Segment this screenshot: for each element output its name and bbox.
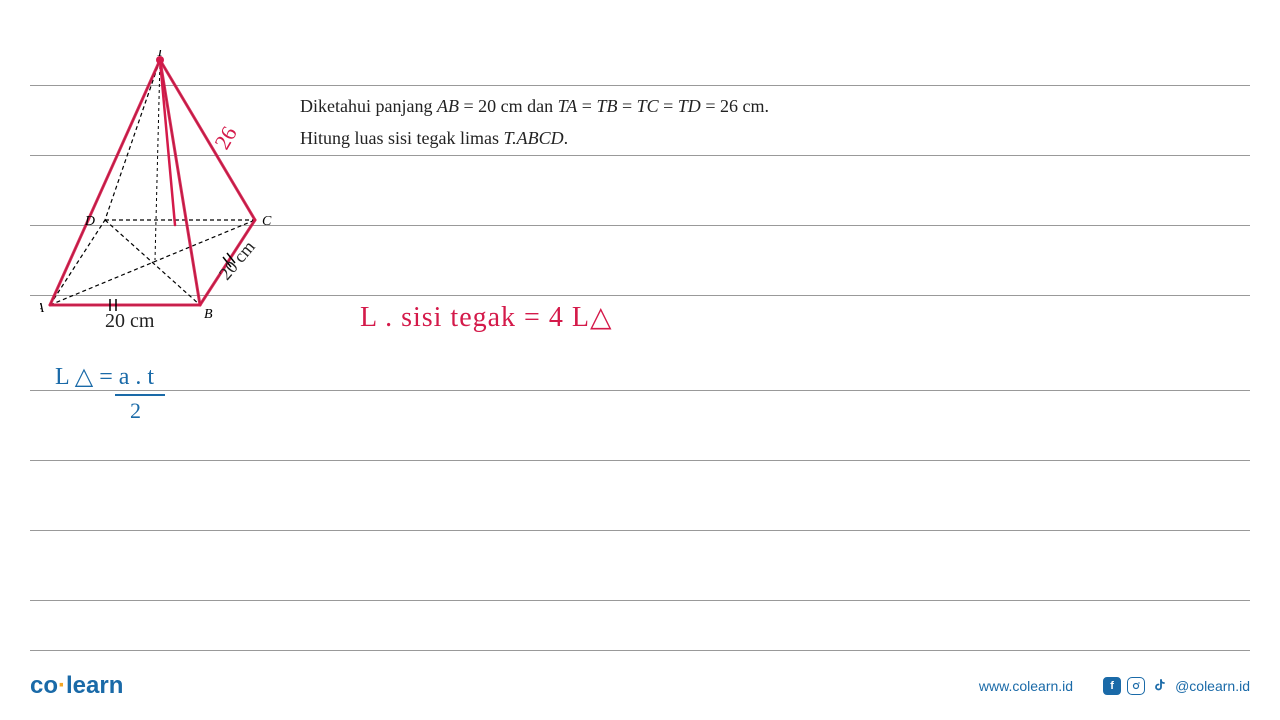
problem-statement: Diketahui panjang AB = 20 cm dan TA = TB… <box>300 90 900 155</box>
ruled-line <box>30 600 1250 601</box>
logo-dot: · <box>58 672 66 699</box>
ruled-line <box>30 650 1250 651</box>
svg-text:T: T <box>156 50 165 60</box>
tiktok-icon[interactable] <box>1151 677 1169 695</box>
handwriting-formula-denom: 2 <box>130 398 141 424</box>
footer-right: www.colearn.id f @colearn.id <box>979 677 1250 695</box>
svg-text:A: A <box>40 301 44 316</box>
svg-text:B: B <box>204 307 213 322</box>
page-container: T A B C D 26 20 cm 20 cm Diketahui panja… <box>0 0 1280 720</box>
logo-learn: learn <box>66 672 123 699</box>
pyramid-diagram: T A B C D <box>40 50 280 330</box>
footer: co·learn www.colearn.id f @colearn.id <box>30 672 1250 700</box>
problem-line-2: Hitung luas sisi tegak limas T.ABCD. <box>300 122 900 154</box>
label-20cm-bottom: 20 cm <box>105 310 154 333</box>
svg-text:C: C <box>262 214 272 229</box>
fraction-bar <box>115 394 165 396</box>
social-links: f @colearn.id <box>1103 677 1250 695</box>
ruled-line <box>30 460 1250 461</box>
handwriting-formula-numerator: L △ = a . t <box>55 362 154 391</box>
problem-line-1: Diketahui panjang AB = 20 cm dan TA = TB… <box>300 90 900 122</box>
logo: co·learn <box>30 672 123 700</box>
logo-co: co <box>30 672 58 699</box>
website-link[interactable]: www.colearn.id <box>979 678 1073 694</box>
ruled-line <box>30 390 1250 391</box>
social-handle: @colearn.id <box>1175 678 1250 694</box>
handwriting-result: L . sisi tegak = 4 L△ <box>360 300 612 334</box>
svg-text:D: D <box>84 214 95 229</box>
instagram-icon[interactable] <box>1127 677 1145 695</box>
facebook-icon[interactable]: f <box>1103 677 1121 695</box>
ruled-line <box>30 530 1250 531</box>
